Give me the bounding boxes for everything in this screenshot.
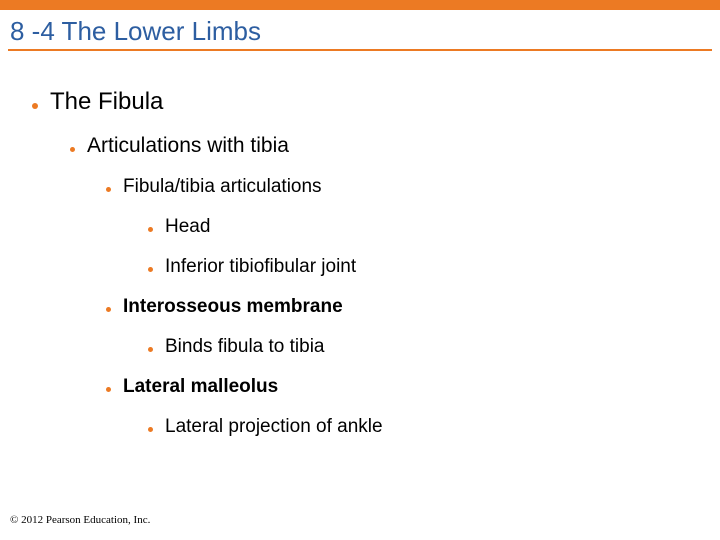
bullet-text: Inferior tibiofibular joint <box>165 256 356 278</box>
bullet-text: The Fibula <box>50 88 163 116</box>
title-underline <box>8 49 712 51</box>
bullet-dot <box>148 227 153 232</box>
bullet-dot <box>70 147 75 152</box>
bullet-text: Lateral projection of ankle <box>165 416 383 438</box>
bullet-level-3: Lateral malleolus <box>106 376 710 398</box>
bullet-dot <box>148 427 153 432</box>
slide: 8 -4 The Lower Limbs The Fibula Articula… <box>0 0 720 540</box>
bullet-level-3: Interosseous membrane <box>106 296 710 318</box>
bullet-level-2: Articulations with tibia <box>70 134 710 158</box>
bullet-level-4: Binds fibula to tibia <box>148 336 710 358</box>
bullet-text: Head <box>165 216 210 238</box>
bullet-text: Articulations with tibia <box>87 134 289 158</box>
bullet-text: Lateral malleolus <box>123 376 278 398</box>
bullet-dot <box>148 347 153 352</box>
bullet-level-4: Inferior tibiofibular joint <box>148 256 710 278</box>
bullet-level-1: The Fibula <box>32 88 710 116</box>
top-accent-bar <box>0 0 720 10</box>
content-area: The Fibula Articulations with tibia Fibu… <box>10 88 710 456</box>
bullet-level-3: Fibula/tibia articulations <box>106 176 710 198</box>
copyright-text: © 2012 Pearson Education, Inc. <box>10 514 150 526</box>
bullet-level-4: Head <box>148 216 710 238</box>
bullet-dot <box>106 187 111 192</box>
bullet-text: Binds fibula to tibia <box>165 336 325 358</box>
bullet-dot <box>148 267 153 272</box>
bullet-text: Fibula/tibia articulations <box>123 176 322 198</box>
bullet-dot <box>32 103 38 109</box>
bullet-dot <box>106 387 111 392</box>
bullet-text: Interosseous membrane <box>123 296 343 318</box>
bullet-dot <box>106 307 111 312</box>
bullet-level-4: Lateral projection of ankle <box>148 416 710 438</box>
slide-title: 8 -4 The Lower Limbs <box>10 16 261 47</box>
